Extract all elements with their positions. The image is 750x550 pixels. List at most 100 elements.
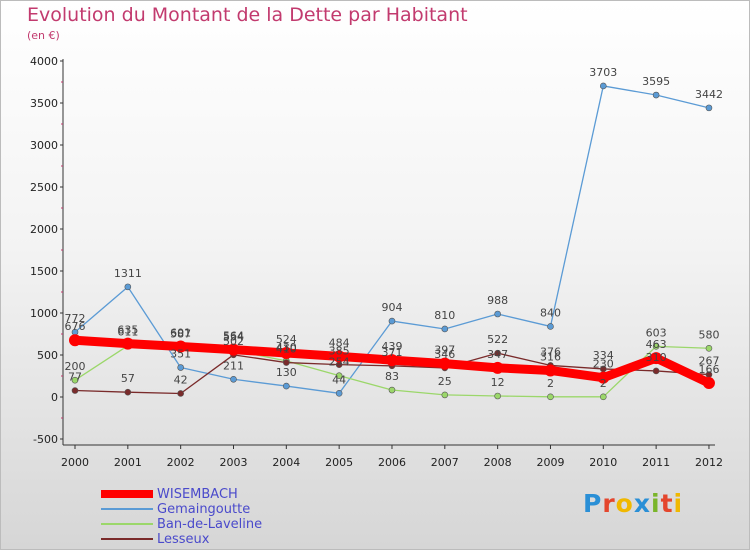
logo-letter: t bbox=[660, 489, 674, 518]
data-label: 554 bbox=[223, 330, 244, 343]
data-labels-layer: 7721311351211130449048109888403703359534… bbox=[65, 66, 723, 390]
data-point bbox=[388, 317, 396, 325]
data-label: 230 bbox=[593, 358, 614, 371]
data-point bbox=[71, 376, 79, 384]
data-point bbox=[705, 104, 713, 112]
data-point bbox=[652, 367, 660, 375]
data-label: 988 bbox=[487, 294, 508, 307]
data-point bbox=[177, 364, 184, 371]
data-point bbox=[494, 349, 501, 357]
y-tick-label: 3000 bbox=[30, 139, 58, 152]
data-label: 376 bbox=[540, 345, 561, 358]
legend-label: WISEMBACH bbox=[157, 487, 238, 502]
data-point bbox=[174, 340, 187, 353]
data-label: 439 bbox=[381, 340, 402, 353]
data-point bbox=[544, 364, 557, 377]
data-point bbox=[230, 375, 237, 383]
chart-subtitle: (en €) bbox=[27, 29, 60, 42]
data-point bbox=[702, 377, 715, 390]
data-label: 587 bbox=[170, 328, 191, 341]
data-point bbox=[547, 323, 554, 330]
data-label: 211 bbox=[223, 359, 244, 372]
data-label: 840 bbox=[540, 306, 561, 319]
data-label: 57 bbox=[121, 372, 135, 385]
data-point bbox=[441, 391, 449, 399]
x-tick-label: 2008 bbox=[484, 456, 512, 469]
data-label: 772 bbox=[65, 312, 86, 325]
data-label: 463 bbox=[646, 338, 667, 351]
data-label: 603 bbox=[646, 326, 667, 339]
data-point bbox=[491, 361, 504, 374]
data-point bbox=[441, 325, 449, 333]
x-tick-label: 2003 bbox=[219, 456, 247, 469]
legend-swatch bbox=[101, 523, 153, 525]
data-point bbox=[124, 388, 132, 396]
data-label: 316 bbox=[540, 350, 561, 363]
x-tick-label: 2012 bbox=[695, 456, 723, 469]
data-label: 810 bbox=[434, 309, 455, 322]
data-label: 522 bbox=[487, 333, 508, 346]
data-label: 580 bbox=[698, 328, 719, 341]
data-label: 44 bbox=[332, 373, 346, 386]
proxiti-logo: Proxiti bbox=[583, 489, 683, 518]
x-tick-label: 2009 bbox=[536, 456, 564, 469]
x-tick-label: 2002 bbox=[167, 456, 195, 469]
data-label: 12 bbox=[491, 376, 505, 389]
data-point bbox=[283, 382, 290, 390]
data-point bbox=[599, 393, 607, 401]
data-point bbox=[283, 359, 290, 366]
y-tick-label: 4000 bbox=[30, 55, 58, 68]
legend-label: Gemaingoutte bbox=[157, 502, 251, 517]
data-label: 83 bbox=[385, 370, 399, 383]
data-point bbox=[227, 343, 240, 356]
x-tick-label: 2001 bbox=[114, 456, 142, 469]
x-tick-label: 2006 bbox=[378, 456, 406, 469]
data-point bbox=[652, 343, 660, 350]
data-label: 430 bbox=[276, 341, 297, 354]
x-tick-label: 2000 bbox=[61, 456, 89, 469]
data-point bbox=[69, 334, 81, 347]
y-tick-label: 3500 bbox=[30, 97, 58, 110]
data-label: 347 bbox=[487, 348, 508, 361]
data-point bbox=[71, 387, 79, 394]
data-point bbox=[494, 392, 501, 400]
data-point bbox=[597, 371, 610, 384]
data-point bbox=[177, 390, 184, 397]
y-tick-label: 1500 bbox=[30, 265, 58, 278]
data-point bbox=[705, 344, 713, 352]
data-point bbox=[388, 386, 396, 394]
data-point bbox=[385, 354, 398, 367]
data-label: 267 bbox=[698, 355, 719, 368]
data-label: 351 bbox=[170, 348, 191, 361]
legend-label: Lesseux bbox=[157, 532, 210, 547]
data-label: 1311 bbox=[114, 267, 142, 280]
axes: -500 0 500 1000 1500 2000 2500 3000 3500 4000 2000… bbox=[30, 55, 723, 469]
y-tick-label: 2500 bbox=[30, 181, 58, 194]
x-tick-label: 2011 bbox=[642, 456, 670, 469]
data-label: 2 bbox=[600, 377, 607, 390]
legend-swatch bbox=[101, 538, 153, 540]
data-label: 564 bbox=[223, 330, 244, 343]
data-label: 310 bbox=[646, 351, 667, 364]
data-label: 601 bbox=[170, 327, 191, 340]
logo-letter: r bbox=[602, 489, 616, 518]
data-point bbox=[438, 357, 451, 370]
data-label: 385 bbox=[329, 345, 350, 358]
data-label: 334 bbox=[593, 349, 614, 362]
data-point bbox=[280, 346, 293, 359]
data-label: 346 bbox=[434, 348, 455, 361]
data-label: 3595 bbox=[642, 75, 670, 88]
data-point bbox=[124, 283, 132, 291]
data-label: 676 bbox=[65, 320, 86, 333]
y-tick-label: -500 bbox=[33, 433, 58, 446]
logo-letter: P bbox=[583, 489, 603, 518]
x-tick-label: 2005 bbox=[325, 456, 353, 469]
logo-letter: o bbox=[615, 489, 634, 518]
data-point bbox=[335, 390, 343, 397]
data-point bbox=[652, 91, 660, 99]
data-label: 200 bbox=[65, 360, 86, 373]
legend-label: Ban-de-Laveline bbox=[157, 517, 263, 532]
data-point bbox=[650, 352, 663, 365]
y-tick-label: 1000 bbox=[30, 307, 58, 320]
